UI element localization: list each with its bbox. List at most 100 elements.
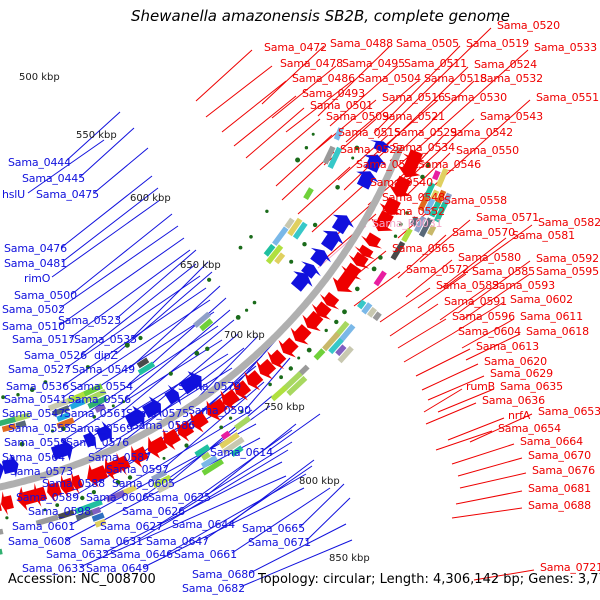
gene-arrow-forward[interactable]	[1, 491, 14, 516]
feature-box[interactable]	[221, 436, 245, 455]
feature-box[interactable]	[56, 412, 71, 422]
gene-label-forward[interactable]: Sama_0518	[424, 72, 487, 85]
gene-label-forward[interactable]: Sama_0511	[404, 57, 467, 70]
gene-label-reverse[interactable]: Sama_0481	[4, 257, 67, 270]
feature-box[interactable]	[292, 221, 308, 240]
feature-box[interactable]	[220, 430, 231, 440]
feature-box[interactable]	[74, 504, 90, 514]
gene-label-forward[interactable]: Sama_0495	[342, 57, 405, 70]
gene-label-reverse[interactable]: dipZ	[94, 349, 118, 362]
gene-arrow-reverse[interactable]	[310, 247, 331, 267]
gene-label-forward[interactable]: Sama_0596	[452, 310, 515, 323]
gene-label-forward[interactable]: Sama_0676	[532, 464, 595, 477]
feature-box[interactable]	[372, 311, 382, 322]
feature-box[interactable]	[136, 357, 150, 369]
gene-arrow-forward[interactable]	[379, 197, 402, 215]
gene-arrow-forward[interactable]	[354, 244, 376, 260]
gene-arrow-forward[interactable]	[402, 149, 426, 163]
gene-arrow-forward[interactable]	[302, 310, 324, 332]
gene-label-reverse[interactable]: Sama_0569	[70, 422, 133, 435]
feature-box[interactable]	[274, 252, 286, 265]
gene-label-forward[interactable]: Sama_0611	[520, 310, 583, 323]
gene-label-forward[interactable]: Sama_0533	[534, 41, 597, 54]
feature-box[interactable]	[282, 371, 303, 392]
feature-box[interactable]	[193, 311, 211, 328]
feature-box[interactable]	[75, 509, 94, 521]
feature-box[interactable]	[0, 548, 3, 557]
gene-label-reverse[interactable]: Sama_0646	[110, 548, 173, 561]
feature-box[interactable]	[303, 187, 314, 200]
gene-label-forward[interactable]: Sama_0593	[492, 279, 555, 292]
gene-arrow-forward[interactable]	[206, 398, 228, 421]
gene-label-reverse[interactable]: Sama_0644	[172, 518, 235, 531]
gene-label-forward[interactable]: Sama_0613	[476, 340, 539, 353]
gene-label-reverse[interactable]: Sama_0665	[242, 522, 305, 535]
gene-arrow-forward[interactable]	[148, 436, 168, 459]
gene-arrow-reverse[interactable]	[370, 140, 394, 154]
gene-label-reverse[interactable]: Sama_0606	[86, 491, 149, 504]
feature-box[interactable]	[337, 345, 354, 364]
feature-box[interactable]	[151, 469, 167, 482]
gene-label-forward[interactable]: Sama_0543	[480, 110, 543, 123]
feature-box[interactable]	[56, 417, 75, 429]
gene-label-reverse[interactable]: Sama_0444	[8, 156, 71, 169]
gene-label-reverse[interactable]: Sama_0649	[86, 562, 149, 575]
gene-label-forward[interactable]: Sama_0531	[356, 158, 419, 171]
feature-box[interactable]	[87, 395, 108, 409]
gene-label-reverse[interactable]: Sama_0632	[46, 548, 109, 561]
feature-box[interactable]	[322, 145, 336, 165]
gene-label-reverse[interactable]: Sama_0579	[178, 380, 241, 393]
feature-box[interactable]	[69, 398, 86, 410]
gene-label-reverse[interactable]: Sama_0626	[122, 505, 185, 518]
feature-box[interactable]	[367, 306, 377, 318]
gene-label-forward[interactable]: Sama_0583	[436, 279, 499, 292]
feature-box[interactable]	[51, 405, 70, 417]
gene-arrow-forward[interactable]	[33, 483, 48, 507]
gene-label-forward[interactable]: Sama_0618	[526, 325, 589, 338]
gene-label-reverse[interactable]: Sama_0633	[22, 562, 85, 575]
gene-label-reverse[interactable]: Sama_0555	[8, 422, 71, 435]
feature-box[interactable]	[429, 201, 441, 218]
feature-box[interactable]	[435, 189, 447, 206]
feature-box[interactable]	[200, 455, 218, 469]
feature-box[interactable]	[1, 423, 17, 433]
feature-box[interactable]	[15, 420, 27, 429]
feature-box[interactable]	[436, 167, 449, 188]
feature-box[interactable]	[401, 227, 413, 243]
gene-arrow-reverse[interactable]	[356, 171, 379, 190]
gene-label-reverse[interactable]: Sama_0536	[6, 380, 69, 393]
gene-label-reverse[interactable]: Sama_0680	[192, 568, 255, 581]
feature-box[interactable]	[327, 146, 343, 169]
gene-label-forward[interactable]: Sama_0570	[452, 226, 515, 239]
gene-label-forward[interactable]: Sama_0558	[444, 194, 507, 207]
gene-arrow-forward[interactable]	[332, 270, 356, 293]
feature-box[interactable]	[152, 474, 172, 489]
feature-box[interactable]	[35, 514, 59, 527]
gene-label-reverse[interactable]: Sama_0605	[112, 477, 175, 490]
gene-label-forward[interactable]: Sama_0530	[444, 91, 507, 104]
gene-label-forward[interactable]: Sama_0509	[326, 110, 389, 123]
gene-label-reverse[interactable]: Sama_0549	[72, 363, 135, 376]
gene-label-reverse[interactable]: Sama_0556	[68, 393, 131, 406]
feature-box[interactable]	[434, 201, 448, 223]
gene-arrow-forward[interactable]	[87, 464, 109, 488]
gene-label-reverse[interactable]: Sama_0526	[24, 349, 87, 362]
gene-arrow-forward[interactable]	[290, 324, 312, 345]
gene-arrow-reverse[interactable]	[95, 421, 112, 444]
feature-box[interactable]	[423, 198, 436, 215]
gene-label-forward[interactable]: Sama_0529	[394, 126, 457, 139]
gene-label-reverse[interactable]: Sama_0590	[188, 404, 251, 417]
feature-box[interactable]	[194, 444, 211, 458]
gene-label-reverse[interactable]: hslU	[2, 188, 26, 201]
gene-arrow-forward[interactable]	[220, 389, 240, 411]
gene-label-forward[interactable]: Sama_0493	[302, 87, 365, 100]
gene-label-reverse[interactable]: Sama_0576	[66, 436, 129, 449]
gene-label-forward[interactable]: Sama_0478	[280, 57, 343, 70]
gene-label-forward[interactable]: Sama_0635	[500, 380, 563, 393]
gene-arrow-forward[interactable]	[244, 370, 264, 391]
gene-label-reverse[interactable]: Sama_0682	[182, 582, 245, 595]
gene-label-reverse[interactable]: Sama_0627	[100, 520, 163, 533]
feature-box[interactable]	[270, 385, 288, 402]
gene-label-forward[interactable]: Sama_0550	[456, 144, 519, 157]
gene-label-forward[interactable]: Sama_0572	[406, 263, 469, 276]
